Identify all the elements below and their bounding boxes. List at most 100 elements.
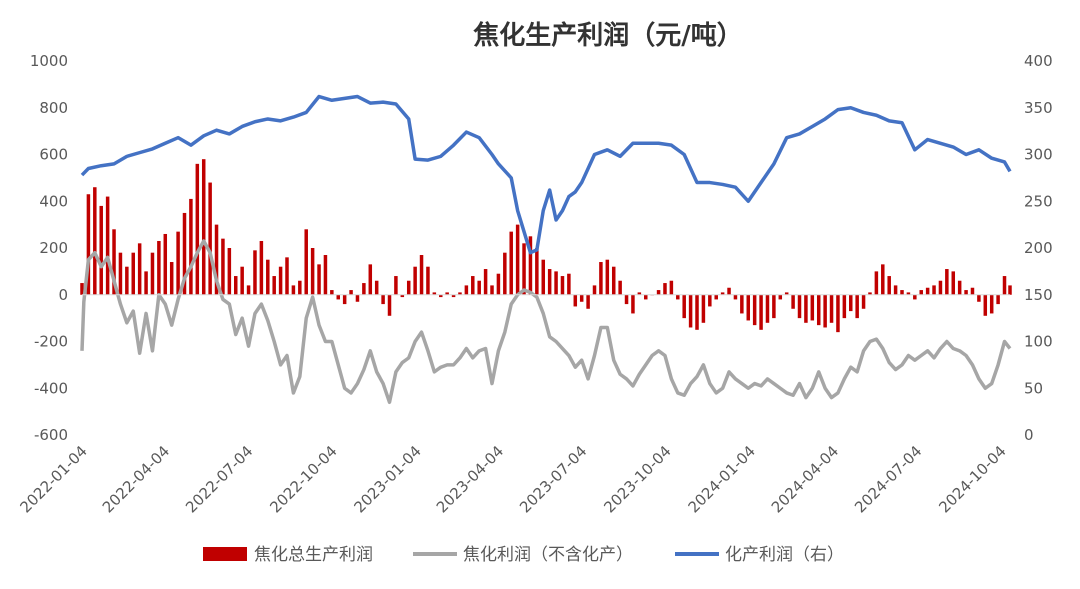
bar-total-profit: [458, 292, 462, 295]
right-tick-label: 400: [1024, 52, 1053, 70]
left-tick-label: -400: [34, 379, 68, 397]
chart-title: 焦化生产利润（元/吨）: [473, 20, 743, 51]
bar-total-profit: [644, 294, 648, 300]
right-tick-label: 350: [1024, 99, 1053, 117]
right-tick-label: 150: [1024, 286, 1053, 304]
bar-total-profit: [266, 259, 270, 295]
bar-total-profit: [733, 294, 738, 300]
bar-total-profit: [611, 266, 616, 295]
bar-total-profit: [868, 292, 872, 295]
bar-total-profit: [169, 262, 174, 295]
bar-total-profit: [259, 240, 264, 295]
bar-total-profit: [490, 285, 494, 295]
bar-total-profit: [112, 229, 116, 295]
right-tick-label: 300: [1024, 146, 1053, 164]
bar-total-profit: [740, 294, 744, 314]
bar-total-profit: [400, 294, 405, 298]
bar-total-profit: [234, 276, 238, 295]
bar-total-profit: [701, 294, 706, 323]
bar-total-profit: [496, 273, 501, 295]
x-tick-label: 2022-10-04: [266, 442, 340, 516]
bar-total-profit: [483, 269, 488, 295]
right-tick-label: 250: [1024, 192, 1053, 210]
bar-total-profit: [304, 229, 308, 295]
legend-label-coking-profit: 焦化利润（不含化产）: [463, 545, 633, 565]
left-tick-label: 600: [39, 146, 68, 164]
bar-total-profit: [221, 238, 225, 295]
bar-total-profit: [887, 276, 891, 295]
right-axis-ticks: 400 350 300 250 200 150 100 50 0: [1024, 52, 1053, 444]
right-tick-label: 0: [1024, 426, 1034, 444]
bar-total-profit: [477, 280, 481, 295]
bar-total-profit: [554, 271, 558, 295]
bar-total-profit: [682, 294, 686, 319]
bar-total-profit: [522, 243, 526, 295]
bar-total-profit: [355, 294, 360, 302]
bar-total-profit: [676, 294, 680, 300]
bar-total-profit: [362, 283, 366, 295]
bar-total-profit: [951, 271, 956, 295]
bar-total-profit: [317, 264, 321, 295]
bar-total-profit: [861, 294, 866, 309]
x-tick-label: 2024-04-04: [768, 442, 842, 516]
lines-group: [80, 94, 1012, 405]
left-tick-label: 800: [39, 99, 68, 117]
bar-total-profit: [989, 294, 994, 314]
bar-total-profit: [881, 264, 885, 295]
left-tick-label: 0: [58, 286, 68, 304]
bar-total-profit: [387, 294, 392, 316]
x-tick-label: 2022-07-04: [182, 442, 256, 516]
bar-total-profit: [752, 294, 757, 326]
bar-total-profit: [131, 252, 135, 295]
bar-total-profit: [464, 285, 469, 295]
bar-total-profit: [810, 294, 815, 321]
bar-total-profit: [913, 294, 917, 300]
bar-total-profit: [503, 252, 507, 295]
line-coking-profit: [80, 239, 1012, 405]
bar-total-profit: [964, 290, 968, 295]
right-tick-label: 200: [1024, 239, 1053, 257]
bar-total-profit: [823, 294, 827, 328]
x-tick-label: 2023-04-04: [433, 442, 507, 516]
legend-label-total-profit: 焦化总生产利润: [254, 545, 373, 565]
x-tick-label: 2022-01-04: [16, 442, 90, 516]
bar-total-profit: [938, 280, 943, 295]
bar-total-profit: [919, 290, 923, 295]
bar-total-profit: [93, 187, 97, 295]
bar-total-profit: [374, 280, 379, 295]
bar-total-profit: [778, 294, 783, 300]
bar-total-profit: [1008, 285, 1012, 295]
x-tick-label: 2024-10-04: [935, 442, 1009, 516]
bar-total-profit: [765, 294, 770, 323]
right-tick-label: 100: [1024, 333, 1053, 351]
bar-total-profit: [125, 266, 129, 295]
bar-total-profit: [560, 276, 565, 295]
left-tick-label: -600: [34, 426, 68, 444]
bar-total-profit: [413, 266, 417, 295]
bar-total-profit: [631, 294, 635, 314]
left-axis-ticks: 1000 800 600 400 200 0 -200 -400 -600: [30, 52, 68, 444]
bar-total-profit: [688, 294, 693, 328]
bar-total-profit: [945, 269, 949, 295]
bar-total-profit: [310, 248, 315, 295]
bar-total-profit: [708, 294, 712, 307]
bar-total-profit: [278, 266, 283, 295]
bar-total-profit: [996, 294, 1000, 305]
bar-total-profit: [201, 159, 206, 295]
left-tick-label: 1000: [30, 52, 68, 70]
bar-total-profit: [406, 280, 411, 295]
bar-total-profit: [804, 294, 808, 323]
bar-total-profit: [906, 292, 911, 295]
bar-total-profit: [983, 294, 988, 316]
bar-total-profit: [970, 287, 975, 295]
bar-total-profit: [451, 294, 456, 298]
left-tick-label: 400: [39, 192, 68, 210]
bars-group: [80, 159, 1012, 333]
bar-total-profit: [227, 248, 232, 295]
legend-swatch-total-profit: [203, 547, 247, 561]
bar-total-profit: [150, 252, 155, 295]
bar-total-profit: [836, 294, 840, 333]
bar-total-profit: [842, 294, 847, 319]
bar-total-profit: [784, 292, 789, 295]
